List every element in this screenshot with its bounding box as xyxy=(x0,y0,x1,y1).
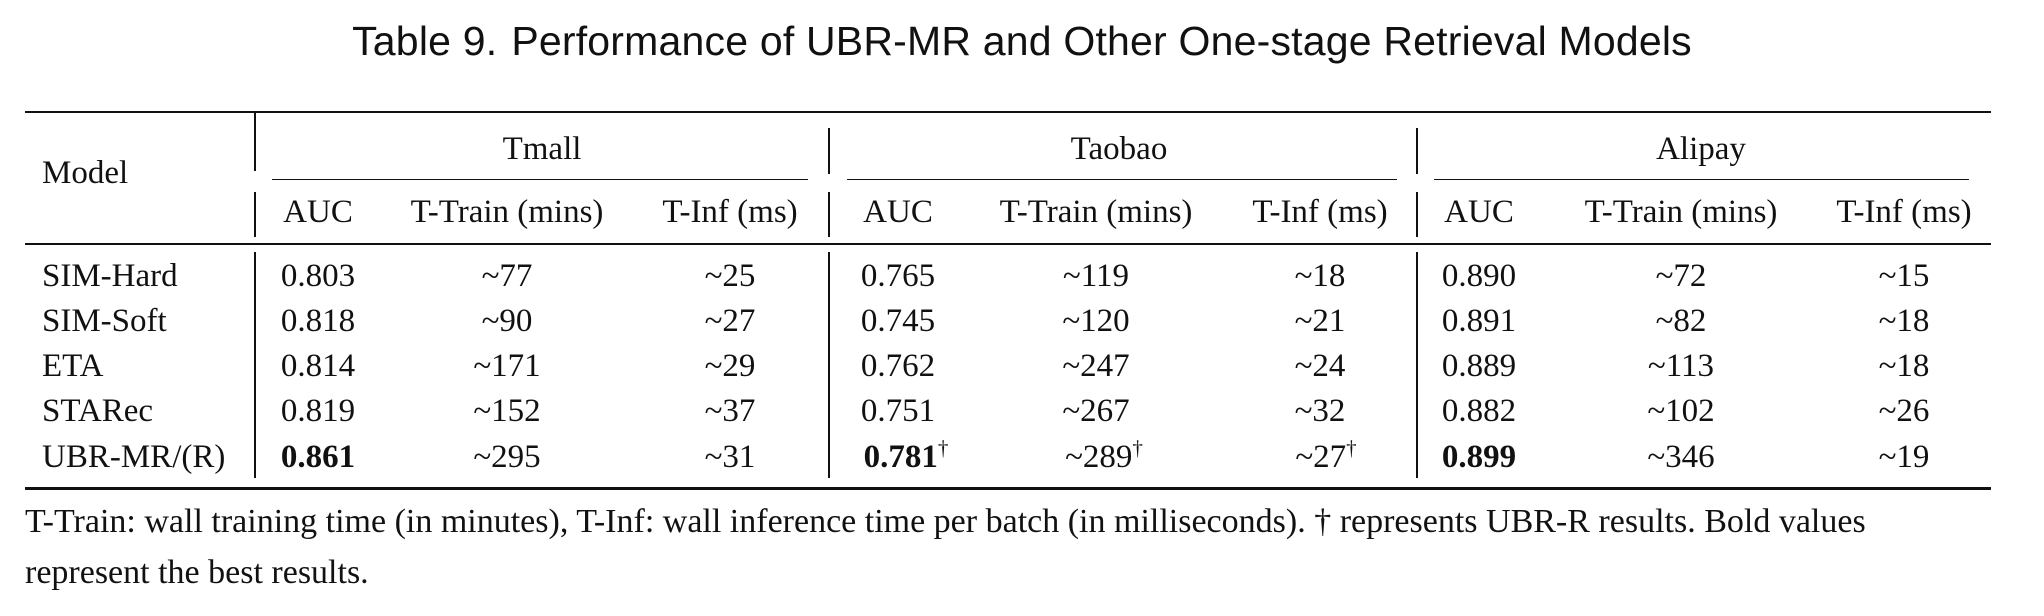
table-cell: 0.891 xyxy=(1441,303,1517,339)
table-cell: 0.882 xyxy=(1441,393,1517,429)
column-separator xyxy=(254,192,256,237)
subheader-t-train: T-Train (mins) xyxy=(410,194,604,230)
column-separator xyxy=(254,252,256,478)
group-header-taobao: Taobao xyxy=(1070,131,1168,167)
table-cell: ~77 xyxy=(481,258,533,294)
table-cell: ~295 xyxy=(473,439,541,475)
table-footnote: T-Train: wall training time (in minutes)… xyxy=(25,503,1866,591)
column-separator xyxy=(1416,192,1418,237)
table-cell: ~18 xyxy=(1878,348,1930,384)
bottom-rule xyxy=(25,487,1991,490)
table-cell: 0.889 xyxy=(1441,348,1517,384)
table-cell: ~247 xyxy=(1062,348,1130,384)
best-result-cell: 0.781† xyxy=(863,436,949,476)
subheader-auc: AUC xyxy=(1444,194,1514,230)
table-cell: 0.890 xyxy=(1441,258,1517,294)
subheader-t-inf: T-Inf (ms) xyxy=(1836,194,1972,230)
table-cell: ~21 xyxy=(1294,303,1346,339)
subheader-auc: AUC xyxy=(283,194,353,230)
table-caption: Table 9. Performance of UBR-MR and Other … xyxy=(0,18,2044,65)
table-cell: ~267 xyxy=(1062,393,1130,429)
best-result-cell: 0.861 xyxy=(280,439,356,475)
column-separator xyxy=(828,252,830,478)
table-cell: ~37 xyxy=(704,393,756,429)
table-cell: ~113 xyxy=(1647,348,1715,384)
subheader-t-inf: T-Inf (ms) xyxy=(662,194,798,230)
subheader-auc: AUC xyxy=(863,194,933,230)
table-cell: ~18 xyxy=(1878,303,1930,339)
table-number: Table 9. xyxy=(352,18,498,64)
subheader-t-train: T-Train (mins) xyxy=(999,194,1193,230)
table-cell: ~27† xyxy=(1295,436,1357,476)
table-cell: ~32 xyxy=(1294,393,1346,429)
table-cell: 0.814 xyxy=(280,348,356,384)
table-cell: ~171 xyxy=(473,348,541,384)
column-separator xyxy=(828,192,830,237)
row-model-name: STARec xyxy=(42,393,154,429)
dagger-mark: † xyxy=(1132,436,1143,460)
group-header-alipay: Alipay xyxy=(1656,131,1746,167)
table-cell: 0.818 xyxy=(280,303,356,339)
row-model-name: SIM-Hard xyxy=(42,258,178,294)
table-cell: 0.803 xyxy=(280,258,356,294)
subheader-t-train: T-Train (mins) xyxy=(1584,194,1778,230)
table-cell: ~82 xyxy=(1655,303,1707,339)
table-cell: ~31 xyxy=(704,439,756,475)
dagger-mark: † xyxy=(937,436,949,460)
group-underline xyxy=(272,179,808,180)
table-cell: ~15 xyxy=(1878,258,1930,294)
column-separator xyxy=(254,113,256,171)
table-cell: ~90 xyxy=(481,303,533,339)
table-cell: ~102 xyxy=(1647,393,1715,429)
table-cell: ~25 xyxy=(704,258,756,294)
table-cell: ~152 xyxy=(473,393,541,429)
table-cell: 0.765 xyxy=(860,258,936,294)
header-rule xyxy=(25,243,1991,245)
table-cell: ~346 xyxy=(1647,439,1715,475)
dagger-mark: † xyxy=(1346,436,1357,460)
table-cell: ~24 xyxy=(1294,348,1346,384)
table-cell: ~289† xyxy=(1065,436,1143,476)
group-header-tmall: Tmall xyxy=(502,131,582,167)
column-separator xyxy=(1416,252,1418,478)
table-title: Performance of UBR-MR and Other One-stag… xyxy=(511,18,1692,64)
table-cell: ~120 xyxy=(1062,303,1130,339)
column-separator xyxy=(1416,128,1418,174)
subheader-t-inf: T-Inf (ms) xyxy=(1252,194,1388,230)
table-cell: ~119 xyxy=(1062,258,1130,294)
table-cell: ~18 xyxy=(1294,258,1346,294)
row-model-name: SIM-Soft xyxy=(42,303,167,339)
table-cell: ~27 xyxy=(704,303,756,339)
best-result-cell: 0.899 xyxy=(1441,439,1517,475)
column-separator xyxy=(828,128,830,174)
top-rule xyxy=(25,111,1991,113)
row-model-name: ETA xyxy=(42,348,104,384)
model-header: Model xyxy=(42,155,129,191)
table-cell: ~19 xyxy=(1878,439,1930,475)
table-cell: 0.751 xyxy=(860,393,936,429)
table-cell: ~29 xyxy=(704,348,756,384)
table-cell: ~72 xyxy=(1655,258,1707,294)
table-cell: 0.762 xyxy=(860,348,936,384)
group-underline xyxy=(1434,179,1969,180)
group-underline xyxy=(847,179,1397,180)
row-model-name: UBR-MR/(R) xyxy=(42,439,226,475)
table-cell: 0.819 xyxy=(280,393,356,429)
table-cell: ~26 xyxy=(1878,393,1930,429)
table-cell: 0.745 xyxy=(860,303,936,339)
